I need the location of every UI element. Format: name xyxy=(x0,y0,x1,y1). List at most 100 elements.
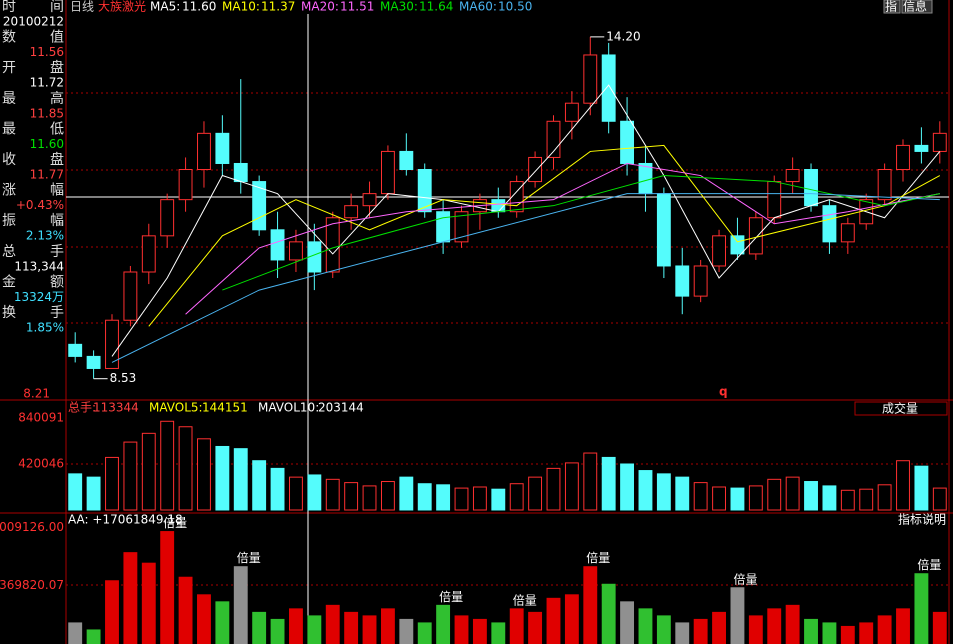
candle-body xyxy=(528,156,543,183)
bar xyxy=(160,420,175,511)
bar xyxy=(804,618,818,644)
annotation: 倍量 xyxy=(513,592,537,607)
button-label: 信息 xyxy=(903,0,927,14)
bar xyxy=(178,576,193,644)
bar xyxy=(601,583,616,644)
candle-body xyxy=(564,102,579,122)
candle-body xyxy=(399,150,414,171)
bar xyxy=(454,487,469,511)
bar xyxy=(362,485,377,511)
info-label: 时 xyxy=(2,0,16,15)
legend-value: 113344 xyxy=(93,401,139,415)
candle-body xyxy=(804,169,818,207)
ma-name: MA10: xyxy=(222,0,260,14)
bar xyxy=(380,608,395,644)
annotation: 倍量 xyxy=(917,557,941,572)
bar xyxy=(417,622,432,644)
bar xyxy=(197,438,211,511)
candle-body xyxy=(546,120,561,158)
bar xyxy=(289,476,303,511)
bar xyxy=(233,566,248,644)
info-value: 13324万 xyxy=(14,290,64,304)
annotation: 倍量 xyxy=(439,589,463,604)
bar xyxy=(307,615,322,644)
candle-body xyxy=(178,169,193,201)
bar xyxy=(270,467,285,511)
info-label: 高 xyxy=(50,90,64,107)
bar xyxy=(583,452,598,511)
info-label: 涨 xyxy=(2,183,16,199)
ma-name: MA60: xyxy=(459,0,497,14)
bar xyxy=(86,629,101,644)
bar xyxy=(730,487,745,511)
ma-line xyxy=(111,84,941,357)
button[interactable] xyxy=(901,0,933,14)
dropdown[interactable] xyxy=(854,401,948,416)
bar xyxy=(178,426,193,511)
bar xyxy=(546,597,561,644)
bar xyxy=(730,587,745,644)
info-value: +0.43% xyxy=(16,198,64,212)
info-label: 开 xyxy=(2,60,16,76)
ma-name: MA30: xyxy=(380,0,418,14)
bar xyxy=(564,594,579,644)
bar xyxy=(141,562,156,644)
y-tick-label: 4009126.00 xyxy=(0,520,64,534)
bar xyxy=(399,476,414,511)
info-label: 值 xyxy=(50,30,64,46)
info-value: 20100212 xyxy=(3,15,64,29)
bar xyxy=(325,604,340,644)
bar xyxy=(896,608,910,644)
bar xyxy=(491,488,506,511)
candle-body xyxy=(896,144,910,171)
ma-value: 11.51 xyxy=(340,0,374,14)
bar xyxy=(822,485,837,511)
candle-body xyxy=(417,169,432,213)
button[interactable] xyxy=(883,0,901,14)
bar xyxy=(896,460,910,511)
info-label: 幅 xyxy=(50,183,64,199)
candle-body xyxy=(638,162,653,195)
bar xyxy=(307,474,322,511)
y-tick-label: 2369820.07 xyxy=(0,578,64,592)
dashed-guides xyxy=(66,92,949,586)
bar xyxy=(638,470,653,511)
annotation: 8.53 xyxy=(110,371,137,385)
bar xyxy=(270,618,285,644)
candle-body xyxy=(656,193,671,267)
bar xyxy=(546,467,561,511)
bar xyxy=(656,473,671,511)
candle-body xyxy=(215,132,230,164)
bar xyxy=(454,615,469,644)
bar xyxy=(362,615,377,644)
indicator-button[interactable]: 指标说明 xyxy=(898,512,946,527)
bar xyxy=(123,441,138,511)
bar xyxy=(141,432,156,511)
bar xyxy=(105,580,119,644)
info-value: 11.77 xyxy=(30,168,64,182)
bar xyxy=(748,615,763,644)
candle-body xyxy=(86,355,101,369)
info-label: 幅 xyxy=(50,213,64,229)
panel-title: 成交量 xyxy=(882,401,918,416)
bar xyxy=(509,608,524,644)
candle-body xyxy=(436,211,451,243)
bar xyxy=(840,625,855,644)
info-value: 11.56 xyxy=(30,45,64,59)
bar xyxy=(877,484,892,511)
y-tick-label: 840091 xyxy=(18,410,64,424)
y-tick-label: 8.21 xyxy=(23,387,50,401)
candle-body xyxy=(160,199,175,237)
bar xyxy=(344,482,359,511)
bar xyxy=(785,476,800,511)
candle-body xyxy=(252,181,267,231)
info-label: 收 xyxy=(2,152,16,168)
bar xyxy=(748,485,763,511)
bar xyxy=(528,611,543,644)
info-label: 总 xyxy=(2,244,16,260)
bar xyxy=(583,566,598,644)
bar xyxy=(914,465,929,511)
bar xyxy=(215,445,230,511)
ma-name: MA20: xyxy=(301,0,339,14)
